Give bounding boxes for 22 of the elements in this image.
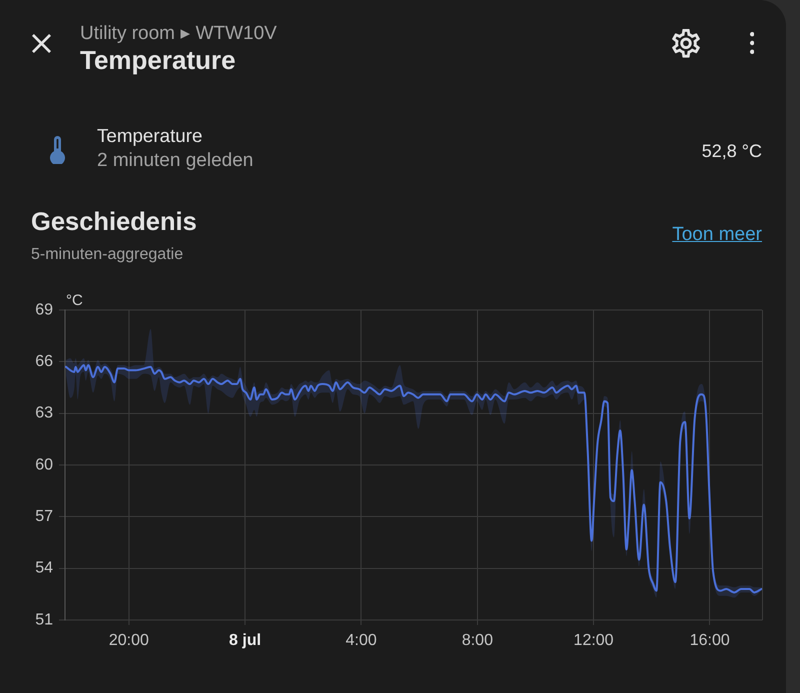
text: 52,8 °C bbox=[702, 140, 762, 161]
y-tick-label: 57 bbox=[35, 508, 54, 526]
x-tick-label: 20:00 bbox=[108, 632, 150, 650]
y-tick-label: 60 bbox=[35, 456, 54, 474]
chart-subtitle: 5-minuten-aggregatie bbox=[31, 246, 184, 262]
text: 2 minuten geleden bbox=[97, 150, 254, 172]
y-tick-label: 54 bbox=[35, 560, 54, 577]
x-tick-label: 12:00 bbox=[574, 632, 614, 650]
chart-title: Geschiedenis bbox=[31, 208, 197, 236]
text: Toon meer bbox=[672, 224, 762, 245]
y-tick-label: 63 bbox=[35, 404, 54, 422]
y-axis-title: °C bbox=[66, 292, 83, 309]
x-tick-label: 8:00 bbox=[462, 632, 494, 650]
text: Temperature bbox=[80, 44, 236, 75]
x-tick-label: 8 jul bbox=[229, 632, 262, 650]
y-tick-label: 66 bbox=[35, 353, 54, 370]
y-tick-label: 51 bbox=[35, 611, 54, 628]
text: Temperature bbox=[97, 125, 202, 146]
x-tick-label: 16:00 bbox=[690, 632, 730, 650]
y-tick-label: 69 bbox=[35, 301, 54, 318]
x-tick-label: 4:00 bbox=[346, 632, 377, 650]
text: Utility room ▸ WTW10V bbox=[80, 22, 277, 44]
